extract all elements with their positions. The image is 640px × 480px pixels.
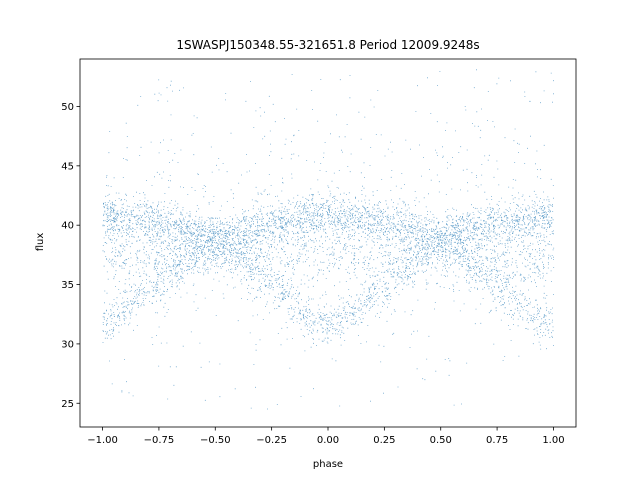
y-tick-label: 25 — [61, 399, 74, 410]
y-tick-label: 30 — [61, 339, 74, 350]
x-axis-label: phase — [313, 459, 343, 470]
scatter-point-markers — [102, 69, 555, 410]
y-axis-label: flux — [35, 233, 46, 252]
y-tick-label: 40 — [61, 221, 74, 232]
scatter-points — [102, 69, 555, 410]
x-tick-label: 0.50 — [430, 435, 452, 446]
x-tick-label: 0.75 — [486, 435, 508, 446]
y-tick-label: 35 — [61, 280, 74, 291]
x-tick-label: −0.25 — [256, 435, 287, 446]
x-tick-label: −0.75 — [144, 435, 175, 446]
y-tick-label: 50 — [61, 102, 74, 113]
plot-frame — [79, 58, 577, 428]
x-tick-label: 0.25 — [373, 435, 395, 446]
x-tick-label: 0.00 — [317, 435, 339, 446]
chart-title: 1SWASPJ150348.55-321651.8 Period 12009.9… — [176, 38, 479, 52]
x-tick-label: −0.50 — [200, 435, 231, 446]
x-tick-label: −1.00 — [87, 435, 118, 446]
axes: −1.00 −0.75 −0.50 −0.25 0.00 0.25 0.50 0.75 1.00… — [61, 58, 577, 446]
y-tick-label: 45 — [61, 161, 74, 172]
x-tick-label: 1.00 — [542, 435, 564, 446]
